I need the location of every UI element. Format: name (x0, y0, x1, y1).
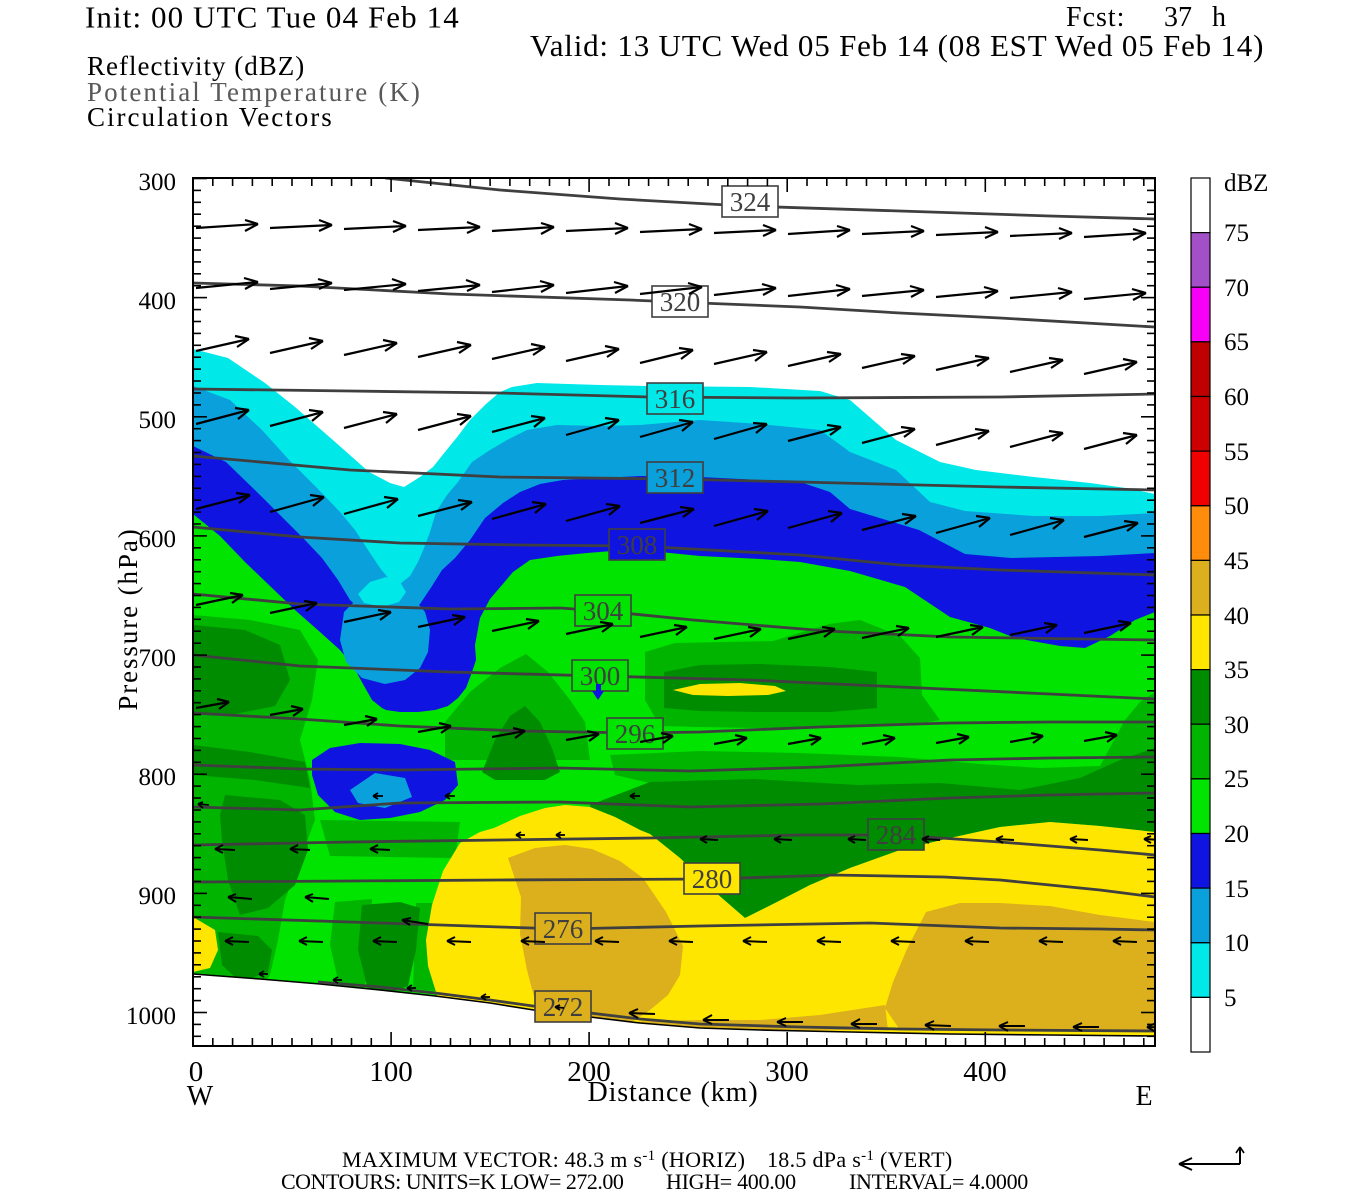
svg-text:Fcst:: Fcst: (1066, 2, 1125, 33)
svg-text:25: 25 (1224, 766, 1249, 793)
svg-text:37: 37 (1164, 2, 1192, 33)
svg-text:300: 300 (139, 169, 177, 196)
svg-text:600: 600 (139, 526, 177, 553)
svg-text:35: 35 (1224, 657, 1249, 684)
svg-text:HIGH= 400.00: HIGH= 400.00 (666, 1169, 796, 1194)
svg-text:308: 308 (617, 530, 658, 560)
svg-text:75: 75 (1224, 220, 1249, 247)
svg-text:324: 324 (730, 187, 771, 217)
svg-text:40: 40 (1224, 603, 1249, 630)
svg-text:400: 400 (963, 1056, 1007, 1088)
svg-text:E: E (1135, 1081, 1152, 1112)
svg-text:20: 20 (1224, 821, 1249, 848)
svg-text:55: 55 (1224, 439, 1249, 466)
svg-text:Pressure (hPa): Pressure (hPa) (113, 527, 143, 710)
svg-text:Distance (km): Distance (km) (587, 1077, 758, 1108)
svg-text:800: 800 (139, 764, 177, 791)
svg-text:CONTOURS: UNITS=K LOW= 272.: CONTOURS: UNITS=K LOW= 272.00 (281, 1169, 624, 1194)
svg-text:Init: 00 UTC Tue 04 Feb 14: Init: 00 UTC Tue 04 Feb 14 (85, 0, 460, 35)
svg-text:316: 316 (655, 384, 696, 414)
svg-text:312: 312 (655, 463, 696, 493)
svg-text:65: 65 (1224, 329, 1249, 356)
svg-text:18.5 dPa s-1 (VERT): 18.5 dPa s-1 (VERT) (767, 1147, 953, 1172)
svg-text:0: 0 (189, 1056, 204, 1088)
svg-text:100: 100 (369, 1056, 413, 1088)
svg-text:Potential Temperature (K): Potential Temperature (K) (87, 77, 422, 107)
svg-text:W: W (187, 1081, 214, 1112)
svg-text:INTERVAL= 4.0000: INTERVAL= 4.0000 (849, 1169, 1028, 1194)
svg-text:10: 10 (1224, 930, 1249, 957)
svg-text:Circulation Vectors: Circulation Vectors (87, 102, 334, 132)
svg-text:700: 700 (139, 645, 177, 672)
svg-text:dBZ: dBZ (1224, 170, 1268, 197)
svg-text:h: h (1212, 2, 1226, 33)
svg-text:280: 280 (692, 864, 733, 894)
svg-text:284: 284 (876, 820, 917, 850)
svg-text:Reflectivity (dBZ): Reflectivity (dBZ) (87, 51, 305, 81)
svg-text:400: 400 (139, 288, 177, 315)
svg-text:60: 60 (1224, 384, 1249, 411)
svg-text:Valid: 13 UTC Wed 05 Feb 14 (0: Valid: 13 UTC Wed 05 Feb 14 (08 EST Wed … (530, 28, 1264, 63)
svg-text:296: 296 (615, 719, 656, 749)
svg-text:304: 304 (583, 596, 624, 626)
svg-text:500: 500 (139, 407, 177, 434)
svg-text:45: 45 (1224, 548, 1249, 575)
svg-text:15: 15 (1224, 876, 1249, 903)
svg-text:900: 900 (139, 883, 177, 910)
svg-text:200: 200 (567, 1056, 611, 1088)
svg-text:70: 70 (1224, 275, 1249, 302)
svg-text:1000: 1000 (126, 1003, 176, 1030)
svg-text:MAXIMUM VECTOR: 48.3 m s-1 (H: MAXIMUM VECTOR: 48.3 m s-1 (HORIZ) (342, 1147, 745, 1172)
svg-text:276: 276 (543, 914, 584, 944)
svg-text:30: 30 (1224, 712, 1249, 739)
svg-text:5: 5 (1224, 985, 1237, 1012)
svg-text:50: 50 (1224, 493, 1249, 520)
svg-text:300: 300 (765, 1056, 809, 1088)
